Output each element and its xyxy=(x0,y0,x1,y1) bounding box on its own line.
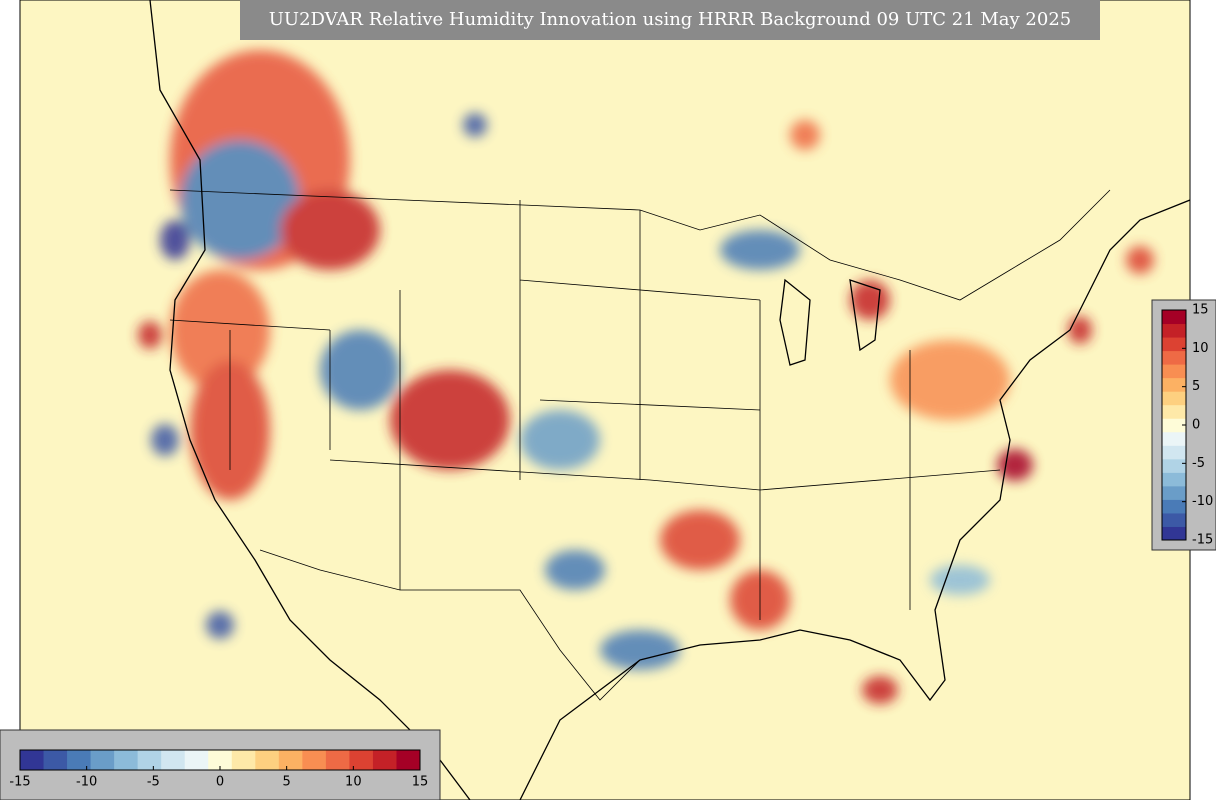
colorbar-segment xyxy=(396,750,421,770)
title: UU2DVAR Relative Humidity Innovation usi… xyxy=(269,9,1072,30)
colorbar-segment xyxy=(1162,364,1186,379)
colorbar-segment xyxy=(90,750,115,770)
colorbar-segment xyxy=(1162,472,1186,487)
colorbar-tick-label: -15 xyxy=(1192,533,1213,548)
colorbar-segment xyxy=(1162,310,1186,325)
colorbar-segment xyxy=(1162,512,1186,527)
colorbar-segment xyxy=(1162,458,1186,473)
colorbar-tick-label: -10 xyxy=(76,775,97,790)
colorbar-segment xyxy=(161,750,186,770)
colorbar-segment xyxy=(114,750,139,770)
colorbar-segment xyxy=(349,750,374,770)
colorbars: -15 -10 -5 0 5 10 15 -15 -10 -5 0 5 10 15 xyxy=(9,303,1213,790)
colorbar-segment xyxy=(278,750,303,770)
canada-border xyxy=(169,189,1111,301)
title-box xyxy=(240,0,1100,40)
great-lakes xyxy=(779,278,881,366)
colorbar-tick-label: 10 xyxy=(1192,341,1209,356)
colorbar-segment xyxy=(1162,485,1186,500)
colorbar-tick-label: 5 xyxy=(283,775,291,790)
colorbar-segment xyxy=(137,750,162,770)
colorbar-segment xyxy=(67,750,92,770)
colorbar-tick-label: 0 xyxy=(1192,418,1200,433)
colorbar-segment xyxy=(1162,526,1186,541)
field-blobs xyxy=(138,50,1154,704)
colorbar-segment xyxy=(184,750,209,770)
colorbar-segment xyxy=(325,750,350,770)
colorbar-tick-label: 0 xyxy=(216,775,224,790)
colorbar-tick-label: -10 xyxy=(1192,494,1213,509)
colorbar-segment xyxy=(1162,418,1186,433)
colorbar-segment xyxy=(1162,431,1186,446)
colorbar-segment xyxy=(302,750,327,770)
colorbar-segment xyxy=(255,750,280,770)
colorbar-segment xyxy=(1162,391,1186,406)
colorbar-tick-label: -5 xyxy=(1192,456,1205,471)
state-borders xyxy=(169,200,1001,620)
colorbar-segment xyxy=(1162,323,1186,338)
map xyxy=(20,0,1190,800)
colorbar-segment xyxy=(1162,499,1186,514)
colorbar-segment xyxy=(231,750,256,770)
east-coastline xyxy=(519,199,1190,800)
colorbar-tick-label: 10 xyxy=(345,775,362,790)
colorbar-segment xyxy=(1162,377,1186,392)
colorbar-tick-label: -15 xyxy=(9,775,30,790)
colorbar-segment xyxy=(1162,445,1186,460)
colorbar-tick-label: 5 xyxy=(1192,379,1200,394)
colorbar-segment xyxy=(1162,350,1186,365)
colorbar-segment xyxy=(372,750,397,770)
colorbar-tick-label: 15 xyxy=(412,775,429,790)
colorbar-tick-label: 15 xyxy=(1192,303,1209,318)
colorbar-segment xyxy=(20,750,45,770)
mexico-border xyxy=(259,549,641,701)
colorbar-segment xyxy=(1162,337,1186,352)
colorbar-segment xyxy=(1162,404,1186,419)
colorbar-segment xyxy=(208,750,233,770)
colorbar-segment xyxy=(43,750,68,770)
west-coastline xyxy=(149,0,471,800)
colorbar-tick-label: -5 xyxy=(147,775,160,790)
